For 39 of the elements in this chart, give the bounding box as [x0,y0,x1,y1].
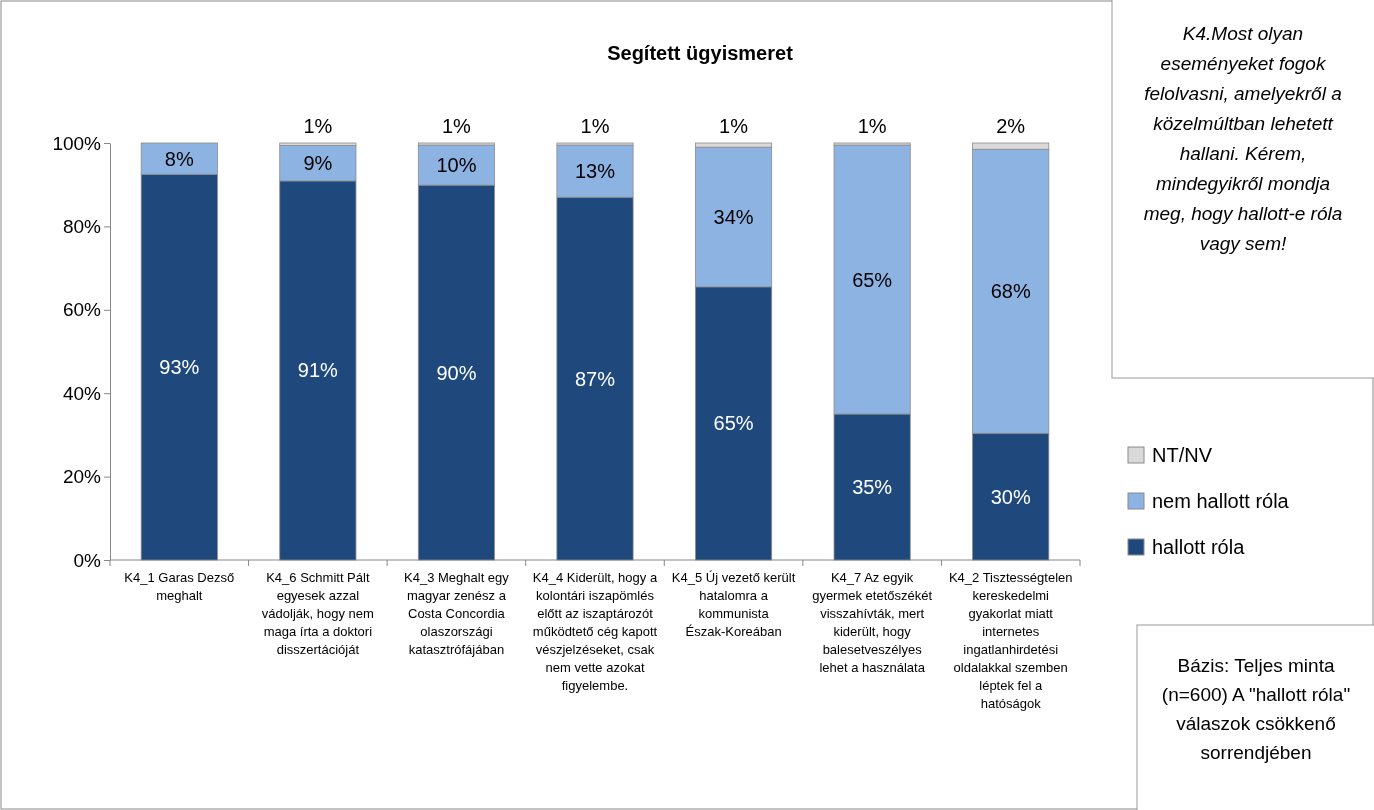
y-tick-label: 80% [62,215,102,237]
y-tick-label: 20% [62,466,102,488]
data-label: 10% [436,154,477,177]
x-tick-label: K4_4 Kiderült, hogy a kolontári iszapömlés előtt az iszaptározót működtető cég kapott vészjelzéseket, csak nem vette azokat figyelembe. [532,570,658,693]
x-tick-label: K4_1 Garas Dezső meghalt [124,570,235,603]
data-label: 1% [303,115,333,137]
text: Bázis: Teljes minta (n=600) A "hallott róla" válaszok csökkenő sorrendjében [1161,655,1351,763]
y-tick-label: 40% [62,382,102,404]
data-label: 9% [303,152,333,175]
data-label: 8% [164,147,194,170]
x-tick-label: K4_5 Új vezető került hatalomra a kommunista Észak-Koreában [671,570,796,639]
legend-label: NT/NV [1152,444,1213,466]
chart-title: Segített ügyismeret [607,42,794,64]
legend-label: nem hallott róla [1152,490,1290,512]
data-label: 35% [852,476,893,499]
data-label: 34% [713,206,754,229]
data-label: 1% [719,115,749,137]
data-label: 2% [996,115,1026,137]
x-tick-label: K4_7 Az egyik gyermek etetőszékét visszahívták, mert kiderült, hogy balesetveszélyes lehet a használata [812,570,933,675]
x-tick-label: K4_2 Tisztességtelen kereskedelmi gyakorlat miatt internetes ingatlanhirdetési oldalakkal szemben léptek fel a hatóságok [948,570,1073,711]
data-label: 65% [852,268,893,291]
data-label: 30% [990,485,1031,508]
y-tick-label: 60% [62,299,102,321]
data-label: 91% [297,359,339,382]
data-label: 1% [580,115,610,137]
legend-label: hallott róla [1152,536,1246,558]
data-label: 93% [159,356,200,379]
data-label: 1% [441,115,472,137]
y-tick-label: 100% [52,132,102,154]
data-label: 65% [713,412,754,435]
x-tick-label: K4_3 Meghalt egy magyar zenész a Costa Concordia olaszországi katasztrófájában [404,570,510,657]
y-tick-label: 0% [73,549,102,571]
x-tick-label: K4_6 Schmitt Pált egyesek azzal vádolják, hogy nem maga írta a doktori disszertációját [261,570,374,657]
data-label: 13% [574,160,616,183]
text: K4.Most olyan eseményeket fogok felolvasni, amelyekről a közelmúltban lehetett hallani. Kérem, mindegyikről mondja meg, hogy hallott-e róla vagy sem! [1143,23,1343,254]
data-label: 90% [436,361,477,384]
data-label: 1% [857,115,887,137]
data-label: 87% [574,367,616,390]
data-label: 68% [990,280,1031,303]
